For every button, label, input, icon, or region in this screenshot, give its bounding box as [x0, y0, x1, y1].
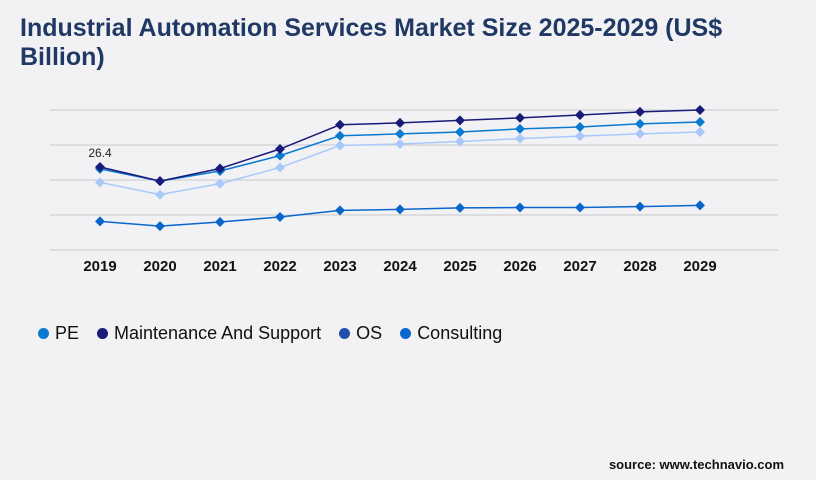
legend-item: OS [339, 323, 382, 344]
data-point [695, 105, 705, 115]
x-tick-label: 2025 [443, 258, 476, 275]
data-point [455, 115, 465, 126]
data-point [575, 121, 585, 132]
data-point [395, 128, 405, 139]
data-point [695, 127, 705, 138]
data-point [215, 217, 225, 227]
x-tick-label: 2023 [323, 258, 356, 275]
data-point [635, 106, 645, 117]
data-point [455, 202, 465, 213]
data-point [575, 131, 585, 142]
legend: PE Maintenance And Support OS Consulting [38, 323, 502, 344]
data-point [515, 123, 525, 134]
x-tick-label: 2021 [203, 258, 236, 275]
legend-item: Maintenance And Support [97, 323, 321, 344]
data-point [455, 127, 465, 138]
source-text: source: www.technavio.com [608, 457, 784, 472]
data-point [155, 176, 165, 187]
data-point [515, 133, 525, 144]
x-tick-label: 2022 [263, 258, 296, 275]
x-tick-label: 2029 [683, 258, 716, 275]
legend-item: PE [38, 323, 79, 344]
legend-item: Consulting [400, 323, 502, 344]
data-point [575, 110, 585, 121]
legend-label: OS [356, 323, 383, 343]
data-point [395, 138, 405, 149]
data-point [275, 144, 285, 155]
data-point [395, 204, 405, 215]
data-point [335, 205, 345, 216]
data-point [335, 140, 345, 151]
data-point [95, 161, 105, 172]
data-point [155, 189, 165, 200]
x-tick-label: 2027 [563, 258, 596, 275]
x-tick-label: 2024 [383, 258, 417, 275]
data-point [455, 136, 465, 147]
data-point [635, 128, 645, 139]
legend-marker-icon [38, 328, 49, 339]
data-point [515, 112, 525, 123]
x-tick-label: 2020 [143, 258, 176, 275]
chart-title: Industrial Automation Services Market Si… [20, 14, 723, 71]
legend-marker-icon [339, 328, 351, 339]
legend-label: Maintenance And Support [114, 323, 322, 343]
data-point [395, 117, 405, 128]
data-point [275, 150, 285, 161]
data-point [335, 119, 345, 130]
data-label: 26.4 [88, 146, 112, 160]
x-tick-label: 2019 [83, 258, 116, 275]
legend-label: PE [55, 323, 80, 343]
data-point [575, 202, 585, 213]
x-tick-label: 2028 [623, 258, 656, 275]
data-point [95, 177, 105, 188]
data-point [275, 211, 285, 222]
data-point [275, 162, 285, 173]
data-point [515, 202, 525, 213]
legend-label: Consulting [417, 323, 503, 343]
data-point [335, 130, 345, 141]
legend-marker-icon [97, 328, 109, 339]
data-point [95, 216, 105, 227]
data-point [215, 178, 225, 189]
data-point [635, 201, 645, 212]
data-point [215, 163, 225, 174]
data-point [155, 221, 165, 232]
data-point [695, 116, 705, 127]
data-point [635, 118, 645, 129]
x-tick-label: 2026 [503, 258, 536, 275]
legend-marker-icon [400, 328, 412, 339]
data-point [695, 200, 705, 211]
